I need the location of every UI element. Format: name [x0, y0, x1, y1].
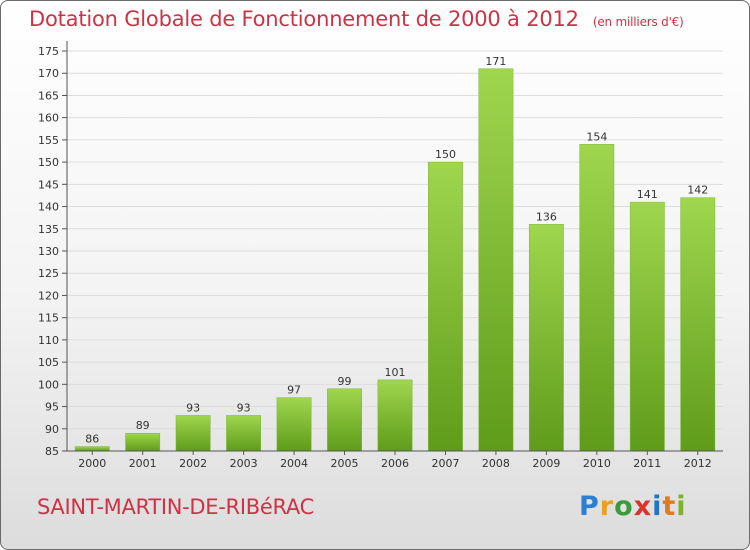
- y-tick-label: 155: [38, 134, 59, 147]
- y-tick-label: 150: [38, 156, 59, 169]
- bar: [579, 144, 615, 452]
- y-tick-label: 125: [38, 267, 59, 280]
- bar: [629, 201, 665, 452]
- x-tick-label: 2001: [129, 457, 157, 470]
- x-tick-label: 2004: [280, 457, 308, 470]
- x-tick-label: 2003: [230, 457, 258, 470]
- y-tick-label: 100: [38, 378, 59, 391]
- x-tick-label: 2000: [78, 457, 106, 470]
- y-axis: 85 90 95 100 105 110 115 120 125 130 135 140 145 150 1…: [38, 41, 68, 458]
- x-tick-label: 2007: [431, 457, 459, 470]
- bar: [478, 68, 514, 452]
- bar: [175, 415, 211, 452]
- y-tick-label: 170: [38, 67, 59, 80]
- bar: [428, 161, 463, 452]
- y-tick-label: 130: [38, 245, 59, 258]
- data-label: 150: [435, 148, 456, 161]
- y-tick-label: 120: [38, 289, 59, 302]
- proxiti-logo[interactable]: Proxiti: [579, 491, 687, 522]
- logo-letter: o: [614, 491, 634, 522]
- y-tick-label: 110: [38, 334, 59, 347]
- bar: [377, 379, 413, 452]
- data-label: 97: [287, 384, 301, 397]
- data-label: 93: [237, 401, 251, 414]
- y-tick-label: 145: [38, 178, 59, 191]
- logo-letter: P: [579, 491, 600, 522]
- data-labels: 86 89 93 93 97 99 101 150 171 136 154 141 142: [85, 55, 708, 446]
- x-tick-label: 2009: [532, 457, 560, 470]
- x-tick-label: 2010: [583, 457, 611, 470]
- bar: [680, 197, 716, 452]
- bar: [125, 432, 161, 452]
- chart-title: Dotation Globale de Fonctionnement de 20…: [29, 7, 684, 31]
- data-label: 89: [136, 419, 150, 432]
- data-label: 154: [586, 130, 607, 143]
- data-label: 141: [637, 188, 658, 201]
- y-tick-label: 140: [38, 201, 59, 214]
- y-tick-label: 165: [38, 89, 59, 102]
- bar: [276, 397, 312, 452]
- data-label: 99: [338, 375, 352, 388]
- y-tick-label: 135: [38, 223, 59, 236]
- bar: [226, 415, 262, 452]
- data-label: 171: [485, 55, 506, 68]
- town-name: SAINT-MARTIN-DE-RIBéRAC: [37, 495, 314, 519]
- x-tick-label: 2005: [331, 457, 359, 470]
- y-tick-label: 95: [45, 401, 59, 414]
- y-tick-label: 160: [38, 112, 59, 125]
- x-tick-label: 2012: [684, 457, 712, 470]
- chart-title-text: Dotation Globale de Fonctionnement de 20…: [29, 7, 579, 31]
- bar: [327, 388, 362, 452]
- bars: [74, 68, 716, 452]
- unit-note: (en milliers d'€): [592, 15, 684, 29]
- logo-letter: r: [599, 491, 615, 522]
- x-axis: 2000 2001 2002 2003 2004 2005 2006 2007 2008 2009…: [67, 450, 723, 470]
- logo-letter: i: [676, 491, 687, 522]
- y-tick-label: 105: [38, 356, 59, 369]
- x-tick-label: 2008: [482, 457, 510, 470]
- data-label: 136: [536, 210, 557, 223]
- x-tick-label: 2011: [633, 457, 661, 470]
- bar: [74, 446, 110, 452]
- y-tick-label: 85: [45, 445, 59, 458]
- logo-letter: i: [652, 491, 663, 522]
- data-label: 101: [385, 366, 406, 379]
- logo-letter: x: [633, 491, 653, 522]
- x-tick-label: 2002: [179, 457, 207, 470]
- data-label: 142: [687, 184, 708, 197]
- y-tick-label: 175: [38, 45, 59, 58]
- data-label: 93: [186, 401, 200, 414]
- bar: [528, 224, 564, 452]
- y-tick-label: 115: [38, 312, 59, 325]
- logo-letter: t: [662, 491, 677, 522]
- y-tick-label: 90: [45, 423, 59, 436]
- data-label: 86: [85, 433, 99, 446]
- x-tick-label: 2006: [381, 457, 409, 470]
